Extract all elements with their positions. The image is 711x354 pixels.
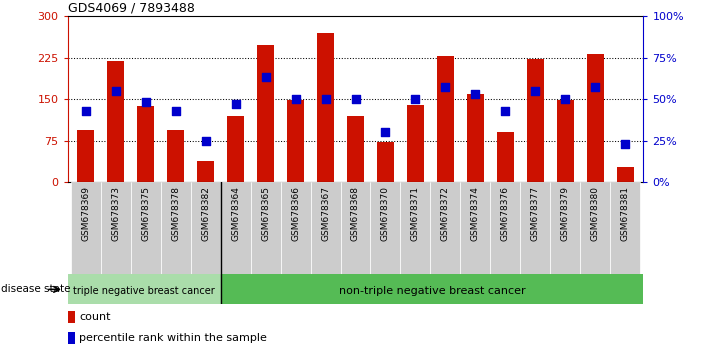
Text: GSM678372: GSM678372 (441, 186, 450, 241)
Text: disease state: disease state (1, 284, 71, 295)
FancyBboxPatch shape (161, 182, 191, 274)
Bar (220, 274, 643, 304)
Point (260, 75, 271, 80)
Point (620, 141, 631, 147)
Bar (528, 59, 544, 182)
Point (590, 85, 602, 90)
FancyBboxPatch shape (611, 182, 641, 274)
Text: GDS4069 / 7893488: GDS4069 / 7893488 (68, 2, 194, 15)
Point (80, 108, 91, 114)
Point (350, 96, 361, 102)
Text: GSM678376: GSM678376 (501, 186, 510, 241)
FancyBboxPatch shape (491, 182, 520, 274)
Point (530, 88, 541, 93)
Bar (467, 93, 483, 182)
Point (470, 91, 481, 97)
Text: GSM678373: GSM678373 (111, 186, 120, 241)
Text: GSM678377: GSM678377 (531, 186, 540, 241)
Text: percentile rank within the sample: percentile rank within the sample (79, 333, 267, 343)
Text: GSM678365: GSM678365 (261, 186, 270, 241)
Point (140, 99, 151, 105)
Text: count: count (79, 312, 111, 322)
Text: triple negative breast cancer: triple negative breast cancer (73, 286, 215, 296)
Bar (68, 332, 75, 343)
Bar (77, 130, 94, 182)
FancyBboxPatch shape (430, 182, 461, 274)
Text: GSM678379: GSM678379 (561, 186, 570, 241)
FancyBboxPatch shape (191, 182, 220, 274)
Bar (287, 100, 304, 182)
Bar (68, 312, 75, 323)
Text: GSM678371: GSM678371 (411, 186, 420, 241)
Point (110, 88, 122, 93)
FancyBboxPatch shape (220, 182, 250, 274)
FancyBboxPatch shape (281, 182, 311, 274)
Bar (228, 116, 244, 182)
Text: GSM678370: GSM678370 (381, 186, 390, 241)
FancyBboxPatch shape (311, 182, 341, 274)
Point (320, 96, 331, 102)
Bar (587, 54, 604, 182)
FancyBboxPatch shape (550, 182, 580, 274)
Bar (317, 33, 333, 182)
Text: GSM678368: GSM678368 (351, 186, 360, 241)
FancyBboxPatch shape (70, 182, 100, 274)
Text: GSM678374: GSM678374 (471, 186, 480, 241)
Bar (378, 142, 394, 182)
Bar (197, 161, 214, 182)
Bar (257, 45, 274, 182)
Text: non-triple negative breast cancer: non-triple negative breast cancer (338, 286, 525, 296)
Bar (407, 105, 424, 182)
Point (200, 138, 211, 144)
Text: GSM678369: GSM678369 (81, 186, 90, 241)
Text: GSM678380: GSM678380 (591, 186, 600, 241)
FancyBboxPatch shape (580, 182, 611, 274)
FancyBboxPatch shape (131, 182, 161, 274)
Point (440, 85, 451, 90)
Point (170, 108, 181, 114)
FancyBboxPatch shape (520, 182, 550, 274)
Text: GSM678382: GSM678382 (201, 186, 210, 241)
FancyBboxPatch shape (400, 182, 430, 274)
Point (290, 96, 301, 102)
FancyBboxPatch shape (461, 182, 491, 274)
Text: GSM678367: GSM678367 (321, 186, 330, 241)
Text: GSM678364: GSM678364 (231, 186, 240, 241)
Bar (167, 130, 183, 182)
Text: GSM678366: GSM678366 (291, 186, 300, 241)
Point (380, 130, 391, 135)
Bar (137, 106, 154, 182)
Bar (617, 167, 634, 182)
Point (500, 108, 511, 114)
FancyBboxPatch shape (250, 182, 281, 274)
FancyBboxPatch shape (100, 182, 131, 274)
Text: GSM678375: GSM678375 (141, 186, 150, 241)
FancyBboxPatch shape (370, 182, 400, 274)
Bar (68, 274, 220, 304)
Bar (497, 132, 514, 182)
Point (410, 96, 421, 102)
Point (230, 101, 241, 107)
Text: GSM678378: GSM678378 (171, 186, 180, 241)
Bar (347, 116, 364, 182)
Bar (437, 56, 454, 182)
FancyBboxPatch shape (341, 182, 370, 274)
Point (560, 96, 571, 102)
Bar (107, 61, 124, 182)
Bar (557, 100, 574, 182)
Text: GSM678381: GSM678381 (621, 186, 630, 241)
